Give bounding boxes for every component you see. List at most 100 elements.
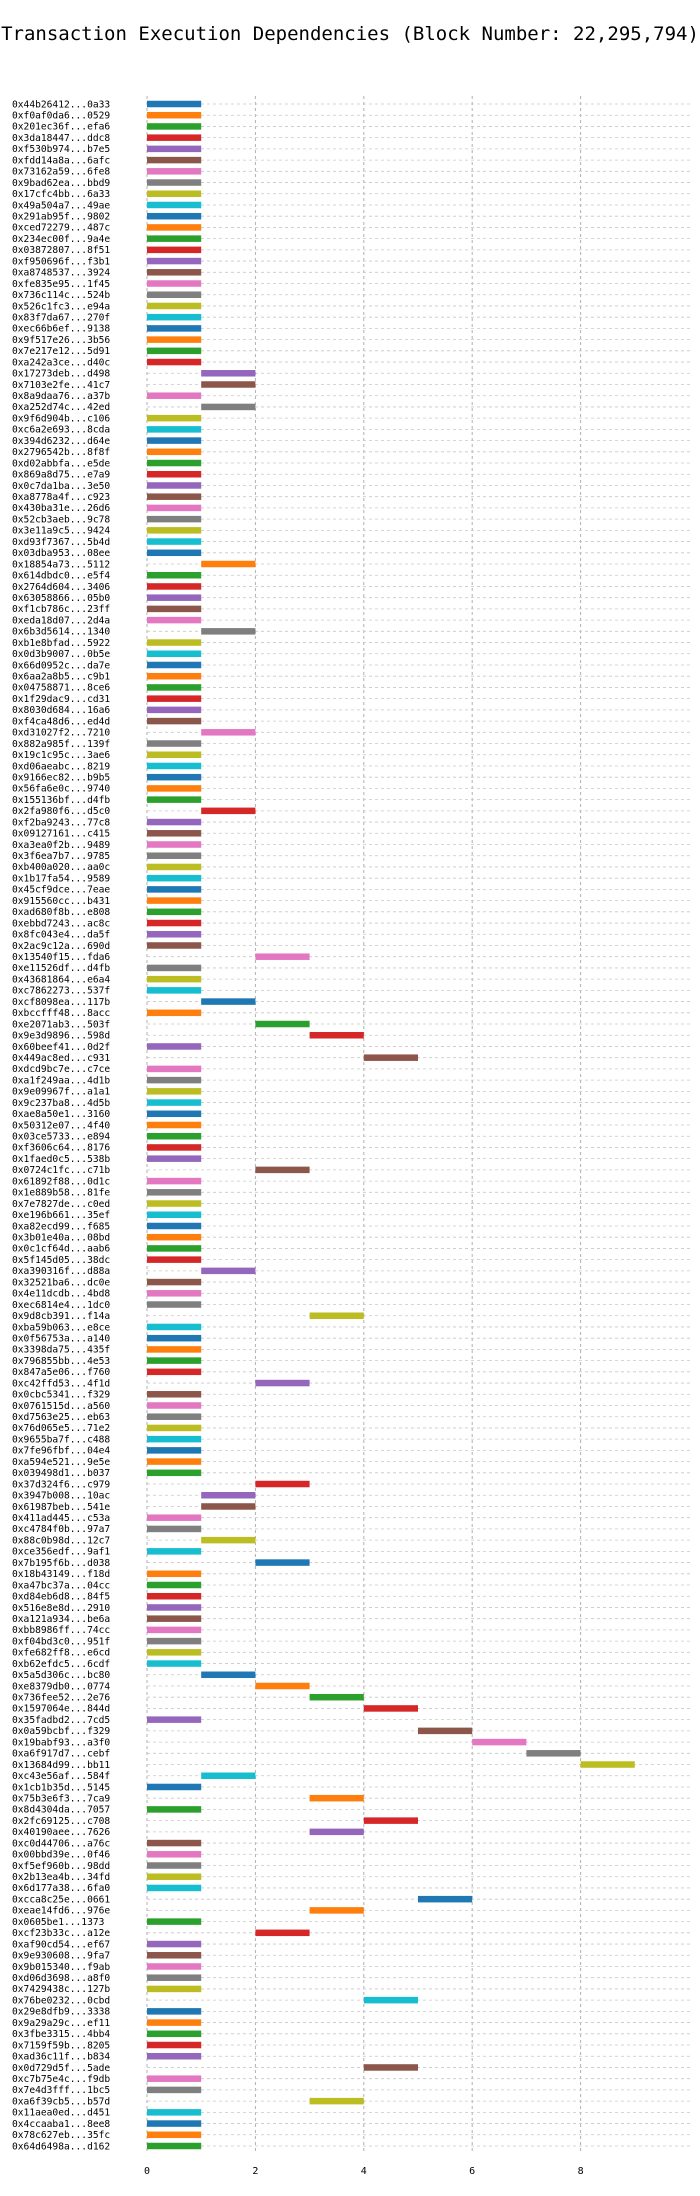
transaction-label: 0x201ec36f...efa6 bbox=[12, 122, 110, 133]
transaction-bar bbox=[309, 1312, 364, 1319]
transaction-bar bbox=[201, 998, 256, 1005]
transaction-bar bbox=[147, 1626, 202, 1634]
transaction-label: 0xcf23b33c...a12e bbox=[12, 1928, 110, 1939]
transaction-bar bbox=[147, 257, 202, 265]
transaction-label: 0x35fadbd2...7cd5 bbox=[12, 1715, 110, 1726]
transaction-bar bbox=[147, 650, 202, 658]
transaction-label: 0x869a8d75...e7a9 bbox=[12, 470, 110, 481]
transaction-bar bbox=[147, 1806, 202, 1813]
transaction-label: 0xf0af0da6...0529 bbox=[12, 111, 110, 122]
transaction-label: 0xa6f917d7...cebf bbox=[12, 1749, 110, 1760]
x-tick-label: 4 bbox=[361, 2166, 367, 2177]
transaction-label: 0x03872807...8f51 bbox=[12, 245, 110, 256]
transaction-bar bbox=[255, 1020, 310, 1028]
transaction-label: 0xd02abbfa...e5de bbox=[12, 458, 110, 469]
transaction-label: 0x04758871...8ce6 bbox=[12, 683, 110, 694]
transaction-bar bbox=[147, 1346, 202, 1353]
transaction-bar bbox=[255, 1682, 310, 1690]
transaction-bar bbox=[147, 1783, 202, 1791]
transaction-label: 0xf530b974...b7e5 bbox=[12, 144, 110, 155]
transaction-label: 0xc4784f0b...97a7 bbox=[12, 1524, 110, 1535]
transaction-label: 0xced72279...487c bbox=[12, 223, 110, 234]
transaction-label: 0xa8778a4f...c923 bbox=[12, 492, 110, 503]
transaction-bar bbox=[147, 1615, 202, 1622]
transaction-bar bbox=[147, 1940, 202, 1948]
transaction-bar bbox=[147, 1458, 202, 1465]
transaction-bar bbox=[201, 1503, 256, 1510]
transaction-label: 0xc42ffd53...4f1d bbox=[12, 1378, 110, 1389]
transaction-bar bbox=[147, 863, 202, 871]
transaction-bar bbox=[147, 740, 202, 747]
transaction-label: 0x83f7da67...270f bbox=[12, 312, 110, 323]
transaction-bar bbox=[147, 1189, 202, 1196]
transaction-label: 0x32521ba6...dc0e bbox=[12, 1277, 110, 1288]
transaction-label: 0xfe835e95...1f45 bbox=[12, 279, 110, 290]
x-tick-labels: 0 2 4 6 8 bbox=[144, 2166, 584, 2177]
transaction-label: 0x9c237ba8...4d5b bbox=[12, 1098, 110, 1109]
transaction-label: 0x1e889b58...81fe bbox=[12, 1188, 110, 1199]
transaction-label: 0x9655ba7f...c488 bbox=[12, 1434, 110, 1445]
transaction-bar bbox=[201, 628, 256, 635]
transaction-bar bbox=[201, 403, 256, 411]
transaction-label: 0x0c1cf64d...aab6 bbox=[12, 1244, 110, 1255]
transaction-label: 0x9f517e26...3b56 bbox=[12, 335, 110, 346]
transaction-label: 0x4ccaaba1...8ee8 bbox=[12, 2119, 110, 2130]
transaction-label: 0x796855bb...4e53 bbox=[12, 1356, 110, 1367]
transaction-bar bbox=[147, 1076, 202, 1084]
transaction-bar bbox=[418, 1895, 473, 1903]
transaction-bar bbox=[147, 1245, 202, 1252]
transaction-bar bbox=[147, 571, 202, 579]
transaction-label: 0x0cbc5341...f329 bbox=[12, 1390, 110, 1401]
transaction-label: 0x29e8dfb9...3338 bbox=[12, 2007, 110, 2018]
transaction-label: 0x18b43149...f18d bbox=[12, 1569, 110, 1580]
transaction-label: 0xb62efdc5...6cdf bbox=[12, 1659, 110, 1670]
transaction-bar bbox=[147, 1121, 202, 1129]
transaction-bar bbox=[147, 1660, 202, 1667]
transaction-label: 0x4e11dcdb...4bd8 bbox=[12, 1289, 110, 1300]
transaction-bar bbox=[147, 661, 202, 669]
transaction-label: 0xa242a3ce...d40c bbox=[12, 357, 110, 368]
transaction-label: 0xad36c11f...b834 bbox=[12, 2052, 110, 2063]
transaction-bar bbox=[309, 1907, 364, 1914]
transaction-label: 0x7e4d3fff...1bc5 bbox=[12, 2085, 110, 2096]
transaction-label: 0x9e09967f...a1a1 bbox=[12, 1087, 110, 1098]
transaction-bar bbox=[147, 504, 202, 512]
transaction-bar bbox=[147, 751, 202, 758]
transaction-label: 0x6b3d5614...1340 bbox=[12, 627, 110, 638]
transaction-bar bbox=[255, 1929, 310, 1937]
transaction-label: 0xe196b661...35ef bbox=[12, 1210, 110, 1221]
transaction-label: 0xa47bc37a...04cc bbox=[12, 1580, 110, 1591]
transaction-label: 0xf4ca48d6...ed4d bbox=[12, 716, 110, 727]
transaction-bar bbox=[147, 291, 202, 298]
transaction-label: 0xeda18d07...2d4a bbox=[12, 615, 110, 626]
transaction-label: 0x7159f59b...8205 bbox=[12, 2040, 110, 2051]
transaction-label: 0x430ba31e...26d6 bbox=[12, 503, 110, 514]
transaction-bar bbox=[147, 1110, 202, 1118]
transaction-label: 0x2ac9c12a...690d bbox=[12, 941, 110, 952]
transaction-bar bbox=[147, 392, 202, 399]
transaction-bar bbox=[363, 2064, 418, 2071]
transaction-label: 0xdcd9bc7e...c7ce bbox=[12, 1064, 110, 1075]
transaction-label: 0xfdd14a8a...6afc bbox=[12, 155, 110, 166]
transaction-label: 0x75b3e6f3...7ca9 bbox=[12, 1793, 110, 1804]
transaction-bar bbox=[147, 1391, 202, 1398]
transaction-bar bbox=[147, 414, 202, 422]
transaction-bar bbox=[147, 908, 202, 916]
transaction-label: 0x09127161...c415 bbox=[12, 829, 110, 840]
transaction-bar bbox=[147, 1873, 202, 1880]
transaction-label: 0x19c1c95c...3ae6 bbox=[12, 750, 110, 761]
transaction-bar bbox=[147, 1088, 202, 1095]
transaction-label: 0x78c627eb...35fc bbox=[12, 2130, 110, 2141]
transaction-label: 0x64d6498a...d162 bbox=[12, 2141, 110, 2152]
transaction-bar bbox=[147, 1985, 202, 1993]
transaction-label: 0x9a29a29c...ef11 bbox=[12, 2018, 110, 2029]
transaction-bar bbox=[147, 583, 202, 590]
transaction-label: 0x0d729d5f...5ade bbox=[12, 2063, 110, 2074]
transaction-label: 0x5f145d05...38dc bbox=[12, 1255, 110, 1266]
transaction-bar bbox=[147, 2086, 202, 2094]
transaction-bar bbox=[147, 235, 202, 242]
transaction-label: 0x6aa2a8b5...c9b1 bbox=[12, 672, 110, 683]
transaction-bar bbox=[147, 1570, 202, 1578]
transaction-label: 0x291ab95f...9802 bbox=[12, 211, 110, 222]
transaction-bar bbox=[309, 1693, 364, 1701]
